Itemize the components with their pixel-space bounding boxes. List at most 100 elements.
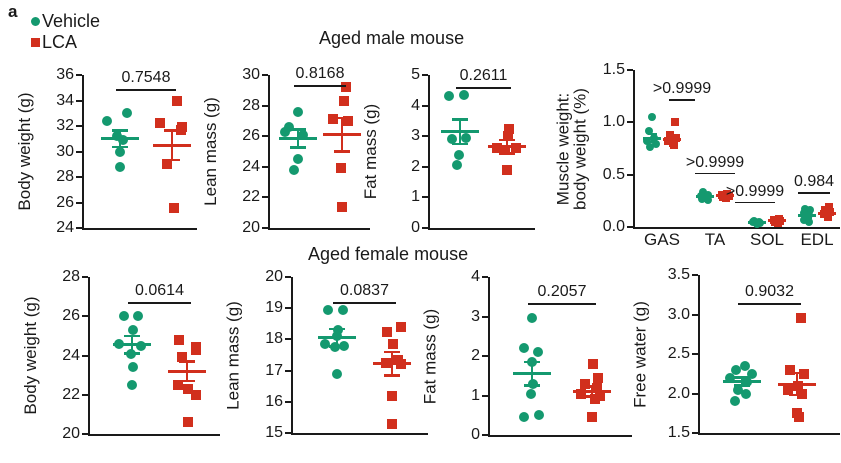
- mean-line: [113, 343, 151, 347]
- mean-line: [279, 136, 317, 140]
- error-cap: [164, 129, 180, 132]
- error-cap: [334, 116, 350, 120]
- y-tick: [627, 121, 633, 124]
- y-tick: [285, 369, 291, 372]
- p-value-line: [456, 87, 511, 89]
- error-cap: [667, 141, 677, 144]
- data-point-vehicle: [447, 134, 457, 145]
- y-tick: [262, 74, 268, 76]
- legend: Vehicle LCA: [31, 11, 100, 53]
- mean-line: [696, 195, 714, 199]
- error-cap: [734, 376, 750, 379]
- y-tick: [76, 150, 82, 153]
- data-point-lca: [162, 159, 172, 170]
- p-value-line: [294, 85, 346, 87]
- y-tick-label: 3: [471, 307, 480, 325]
- data-point-lca: [173, 379, 183, 390]
- y-tick-label: 0: [411, 219, 420, 236]
- p-value-label: 0.8168: [295, 65, 345, 82]
- data-point-vehicle: [805, 217, 813, 226]
- y-tick-label: 34: [56, 91, 74, 109]
- y-tick-label: 18: [265, 330, 283, 348]
- data-point-vehicle: [652, 140, 660, 149]
- mean-line: [768, 219, 786, 223]
- data-point-vehicle: [643, 137, 651, 146]
- data-point-vehicle: [293, 154, 303, 165]
- y-tick-label: 22: [62, 385, 80, 403]
- data-point-vehicle: [112, 131, 122, 142]
- y-tick: [627, 226, 633, 228]
- data-point-lca: [576, 388, 586, 399]
- data-point-vehicle: [289, 164, 299, 175]
- y-tick: [482, 276, 488, 278]
- y-tick: [692, 392, 698, 395]
- y-tick-label: 32: [56, 117, 74, 134]
- error-cap: [124, 352, 140, 355]
- male-section-title: Aged male mouse: [319, 28, 465, 48]
- y-tick-label: 20: [265, 268, 283, 285]
- data-point-lca: [502, 164, 512, 175]
- mean-line: [573, 390, 611, 394]
- p-value-line: [695, 172, 735, 175]
- y-tick-label: 16: [265, 392, 283, 410]
- data-point-vehicle: [332, 368, 342, 379]
- x-category-label: TA: [704, 230, 726, 249]
- data-point-vehicle: [519, 343, 529, 354]
- y-tick: [627, 69, 633, 71]
- y-tick: [76, 74, 82, 76]
- data-point-lca: [339, 96, 349, 106]
- y-tick: [285, 432, 291, 434]
- data-point-lca: [797, 388, 807, 399]
- data-point-vehicle: [526, 388, 536, 399]
- data-point-lca: [590, 394, 600, 405]
- p-value-line: [128, 302, 191, 304]
- mean-line: [101, 137, 139, 141]
- data-point-lca: [341, 82, 351, 93]
- p-value-label: 0.0614: [135, 282, 184, 299]
- data-point-lca: [172, 95, 182, 106]
- y-tick: [422, 74, 428, 76]
- y-tick: [82, 433, 88, 435]
- legend-label-vehicle: Vehicle: [42, 11, 101, 31]
- y-tick: [422, 227, 428, 229]
- data-point-vehicle: [741, 388, 751, 399]
- data-point-lca: [382, 326, 392, 337]
- x-category-label: EDL: [800, 230, 834, 249]
- data-point-lca: [503, 131, 513, 142]
- y-tick-label: 20: [242, 219, 260, 236]
- data-point-lca: [783, 384, 793, 395]
- data-point-lca: [593, 372, 603, 383]
- error-cap: [647, 140, 657, 144]
- data-point-vehicle: [533, 347, 543, 358]
- data-point-vehicle: [648, 113, 656, 122]
- y-tick: [692, 353, 698, 355]
- y-axis-label: Lean mass (g): [200, 97, 220, 206]
- y-tick: [262, 196, 268, 199]
- chart-male-fat-mass: 0 1 2 3 4 5 Fat mass (g) 0.2611: [361, 67, 535, 236]
- error-cap: [452, 118, 468, 121]
- data-point-lca: [785, 364, 795, 375]
- data-point-lca: [396, 321, 406, 332]
- y-tick-label: 24: [62, 346, 80, 364]
- mean-line: [778, 382, 816, 386]
- y-tick: [482, 434, 488, 436]
- error-cap: [384, 350, 400, 354]
- data-point-lca: [177, 352, 187, 363]
- data-point-lca: [500, 144, 510, 155]
- y-tick: [262, 104, 268, 107]
- p-value-line: [738, 303, 801, 305]
- data-point-vehicle: [806, 206, 814, 215]
- y-tick-label: 1: [471, 386, 480, 404]
- y-axis-label: Fat mass (g): [420, 308, 440, 404]
- y-tick-label: 2.0: [667, 384, 690, 402]
- data-point-vehicle: [454, 149, 464, 160]
- data-point-vehicle: [338, 304, 348, 315]
- data-point-lca: [492, 143, 502, 154]
- y-axis-label: Body weight (g): [20, 296, 40, 415]
- data-point-vehicle: [731, 364, 741, 375]
- p-value-line: [735, 201, 775, 204]
- y-tick-label: 28: [242, 96, 260, 114]
- mean-line: [488, 145, 526, 149]
- data-point-lca: [664, 137, 672, 146]
